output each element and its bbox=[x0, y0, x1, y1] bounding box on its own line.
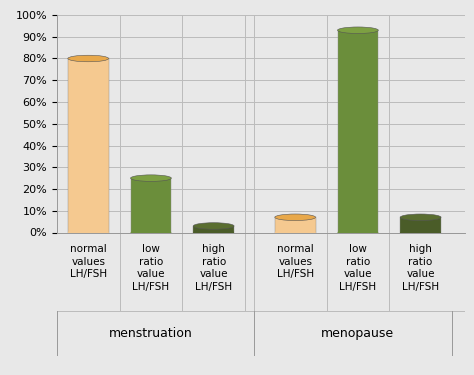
Ellipse shape bbox=[400, 229, 441, 236]
Ellipse shape bbox=[130, 175, 171, 181]
Bar bbox=[193, 226, 234, 232]
Ellipse shape bbox=[400, 214, 441, 220]
Text: menopause: menopause bbox=[321, 327, 394, 340]
Ellipse shape bbox=[275, 214, 316, 220]
Text: high
ratio
value
LH/FSH: high ratio value LH/FSH bbox=[195, 244, 232, 291]
Ellipse shape bbox=[275, 229, 316, 236]
Text: normal
values
LH/FSH: normal values LH/FSH bbox=[70, 244, 107, 279]
Text: high
ratio
value
LH/FSH: high ratio value LH/FSH bbox=[402, 244, 439, 291]
Ellipse shape bbox=[68, 229, 109, 236]
Ellipse shape bbox=[130, 229, 171, 236]
Text: normal
values
LH/FSH: normal values LH/FSH bbox=[277, 244, 314, 279]
Ellipse shape bbox=[193, 229, 234, 236]
Ellipse shape bbox=[337, 27, 378, 33]
Ellipse shape bbox=[68, 55, 109, 62]
Ellipse shape bbox=[193, 223, 234, 229]
Text: low
ratio
value
LH/FSH: low ratio value LH/FSH bbox=[339, 244, 376, 291]
Ellipse shape bbox=[337, 229, 378, 236]
Text: menstruation: menstruation bbox=[109, 327, 193, 340]
Bar bbox=[275, 217, 316, 232]
Bar bbox=[337, 30, 378, 232]
Text: low
ratio
value
LH/FSH: low ratio value LH/FSH bbox=[132, 244, 170, 291]
Bar bbox=[400, 217, 441, 232]
Bar bbox=[130, 178, 171, 232]
Bar bbox=[68, 58, 109, 232]
